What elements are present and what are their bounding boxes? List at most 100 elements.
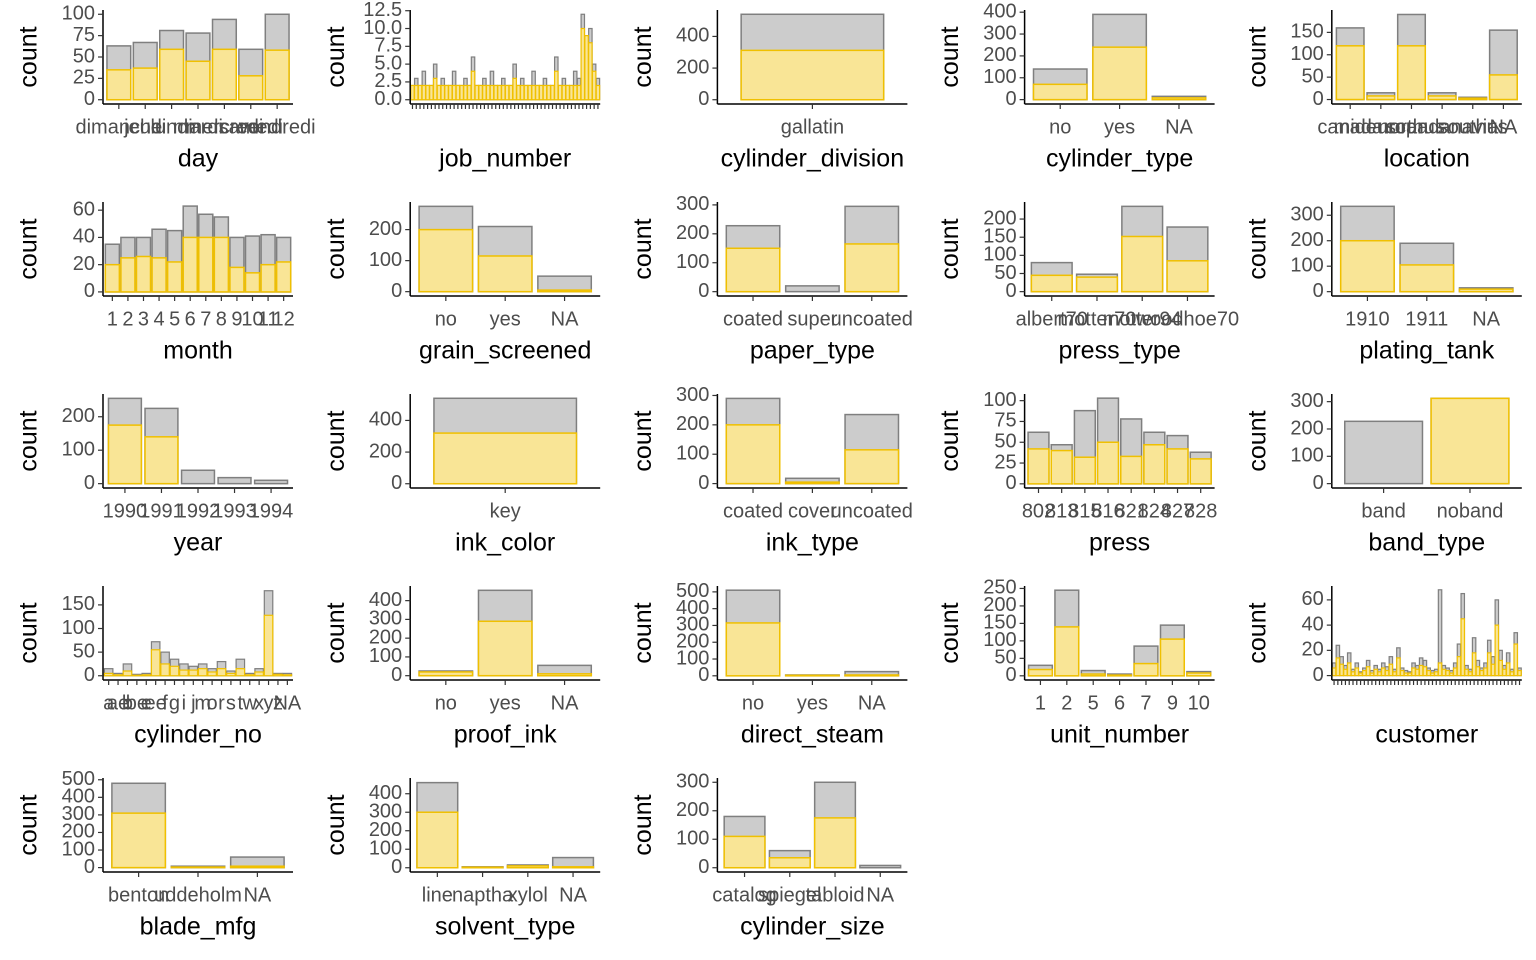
x-tick-label: xylol	[508, 884, 548, 906]
y-axis-title: count	[936, 26, 964, 87]
x-axis-title: paper_type	[750, 337, 875, 365]
x-tick-label: 8	[216, 308, 227, 330]
bar	[144, 436, 179, 485]
y-tick-label: 500	[676, 580, 709, 602]
bar	[740, 49, 885, 101]
bar	[576, 84, 582, 101]
panel: 0 200 400 key ink_color count	[322, 394, 601, 557]
x-tick-label: no	[435, 308, 457, 330]
bar	[188, 669, 199, 677]
bar	[565, 84, 570, 101]
bar	[1369, 672, 1375, 677]
bar	[1427, 95, 1457, 101]
bar	[113, 674, 123, 677]
bar	[1133, 662, 1159, 677]
y-tick-label: 50	[994, 431, 1016, 453]
y-tick-label: 100	[983, 389, 1016, 411]
bar	[538, 84, 544, 101]
bar	[1415, 668, 1420, 677]
bar	[1488, 74, 1518, 101]
y-axis-title: count	[15, 602, 43, 663]
x-tick-label: super	[787, 308, 837, 330]
bar	[1388, 663, 1394, 677]
bar	[120, 257, 136, 293]
x-axis-title: direct_steam	[741, 721, 884, 749]
y-axis-title: count	[936, 602, 964, 663]
bar	[1120, 455, 1143, 485]
bar	[1396, 45, 1427, 101]
x-tick-label: 10	[241, 308, 263, 330]
bar	[1339, 663, 1344, 677]
x-tick-label: 4	[154, 308, 165, 330]
bar	[463, 84, 468, 101]
bar	[531, 84, 536, 101]
y-axis-title: count	[936, 218, 964, 279]
y-tick-label: 150	[1290, 21, 1323, 43]
bar	[1460, 618, 1466, 677]
bar	[1468, 671, 1473, 677]
x-tick-label: 1994	[249, 500, 294, 522]
bar	[1050, 449, 1073, 485]
bar	[591, 70, 597, 101]
y-tick-label: 100	[676, 647, 709, 669]
y-tick-label: 200	[369, 440, 402, 462]
bar	[229, 266, 245, 293]
x-tick-label: w	[242, 692, 258, 714]
bar	[150, 649, 161, 677]
bar	[1411, 667, 1416, 677]
y-tick-label: 50	[994, 647, 1016, 669]
y-tick-label: 400	[676, 597, 709, 619]
bar	[553, 70, 559, 101]
bar	[1464, 668, 1469, 677]
x-tick-label: NA	[858, 692, 886, 714]
bar	[179, 669, 189, 677]
bar	[523, 84, 529, 101]
x-tick-label: NA	[1165, 116, 1193, 138]
x-tick-label: 1993	[212, 500, 257, 522]
x-tick-label: f	[162, 692, 168, 714]
x-tick-label: 1910	[1345, 308, 1390, 330]
bar	[1080, 673, 1106, 677]
panel: 0.02.55.07.510.012.5 job_number count	[322, 0, 601, 173]
bar	[461, 866, 504, 869]
x-tick-label: 6	[185, 308, 196, 330]
y-tick-label: 0	[84, 472, 95, 494]
bar	[1502, 668, 1507, 677]
bar	[569, 84, 574, 101]
y-tick-label: 0	[1313, 664, 1324, 686]
bar	[1159, 638, 1186, 677]
y-tick-label: 20	[1302, 639, 1324, 661]
y-axis-title: count	[1243, 602, 1271, 663]
bar	[433, 432, 578, 485]
bar	[489, 84, 495, 101]
x-tick-label: j	[190, 692, 195, 714]
bar	[436, 84, 442, 101]
y-tick-label: 100	[62, 438, 95, 460]
bar	[1166, 260, 1209, 293]
bar	[588, 42, 593, 101]
bar	[1458, 97, 1488, 101]
y-tick-label: 0	[1313, 472, 1324, 494]
x-tick-label: noband	[1437, 500, 1504, 522]
y-tick-label: 200	[62, 821, 95, 843]
bar	[1331, 667, 1337, 677]
bar	[417, 84, 423, 101]
bar	[185, 60, 211, 101]
x-tick-label: e	[141, 692, 152, 714]
x-tick-label: 11	[258, 308, 279, 330]
bar	[275, 261, 292, 293]
bar	[1498, 659, 1503, 677]
bar	[1449, 672, 1454, 677]
x-tick-label: 816	[1091, 500, 1124, 522]
y-tick-label: 25	[73, 67, 95, 89]
bar	[182, 236, 198, 293]
x-axis-title: press_type	[1058, 337, 1180, 365]
bar	[1362, 669, 1367, 677]
bar	[1075, 276, 1119, 293]
y-tick-label: 200	[369, 218, 402, 240]
bar	[282, 674, 293, 677]
